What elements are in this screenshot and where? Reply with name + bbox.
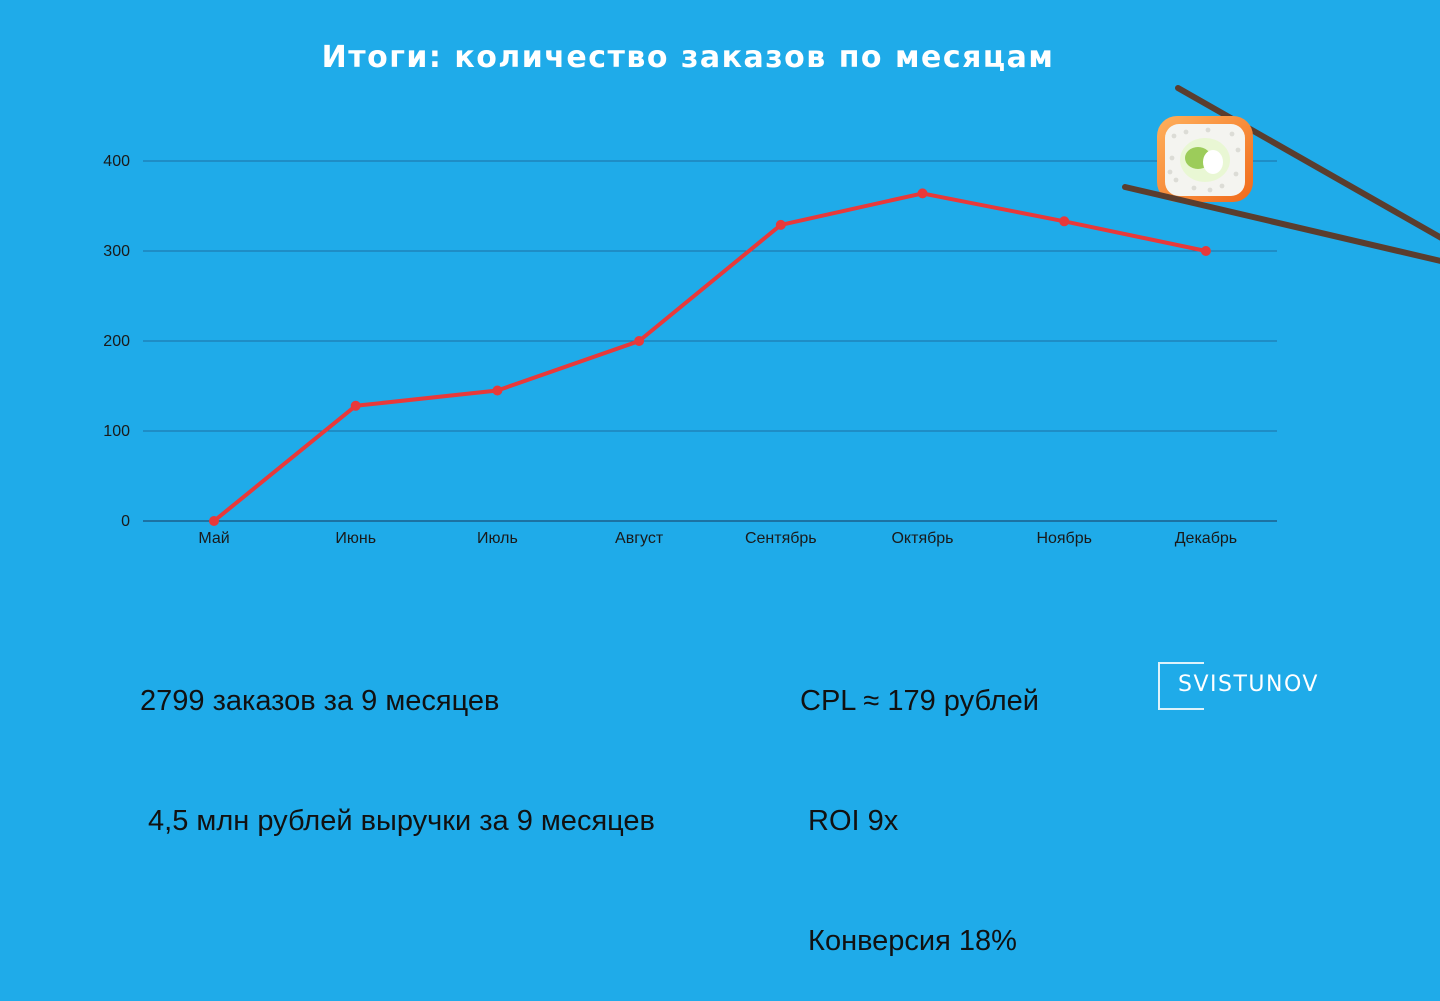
revenue-text: 4,5 млн рублей выручки за 9 месяцев [140, 805, 655, 837]
y-tick-label: 100 [103, 423, 130, 440]
roi-text: ROI 9x [800, 805, 899, 837]
x-tick-label: Ноябрь [1036, 530, 1092, 547]
y-axis: 0 100 200 300 400 [103, 153, 130, 530]
y-tick-label: 300 [103, 243, 130, 260]
y-tick-label: 400 [103, 153, 130, 170]
logo-frame [1158, 662, 1204, 710]
x-tick-label: Май [198, 530, 229, 547]
data-point [492, 385, 503, 396]
series-orders [209, 188, 1211, 526]
data-point [634, 336, 645, 346]
x-tick-label: Декабрь [1175, 530, 1237, 547]
y-tick-label: 200 [103, 333, 130, 350]
data-point [1200, 246, 1211, 256]
series-line [212, 191, 1208, 523]
grid-lines [143, 160, 1277, 522]
stats-right: CPL ≈ 179 рублей ROI 9x Конверсия 18% [800, 601, 1039, 1001]
data-point [350, 400, 361, 411]
x-tick-label: Июнь [335, 530, 376, 547]
data-point [209, 516, 219, 526]
x-tick-label: Июль [477, 530, 518, 547]
line-chart: 0 100 200 300 400 Май Июнь Июль Август Сентябрь О… [103, 153, 1277, 547]
stats-left: 2799 заказов за 9 месяцев 4,5 млн рублей… [140, 601, 655, 881]
data-point [775, 219, 786, 230]
sushi-chopsticks-icon [1122, 85, 1440, 264]
chart-title: Итоги: количество заказов по месяцам [321, 40, 1055, 75]
orders-total-text: 2799 заказов за 9 месяцев [140, 685, 500, 717]
conversion-text: Конверсия 18% [800, 925, 1017, 957]
logo: SVISTUNOV [1158, 662, 1317, 710]
data-point [1059, 216, 1070, 227]
y-tick-label: 0 [121, 513, 130, 530]
x-tick-label: Октябрь [891, 530, 953, 547]
x-tick-label: Сентябрь [745, 530, 817, 547]
data-point [917, 188, 928, 199]
x-axis: Май Июнь Июль Август Сентябрь Октябрь Ноябрь Де… [198, 530, 1237, 547]
x-tick-label: Август [615, 530, 664, 547]
logo-text: SVISTUNOV [1178, 672, 1319, 697]
cpl-text: CPL ≈ 179 рублей [800, 685, 1039, 717]
